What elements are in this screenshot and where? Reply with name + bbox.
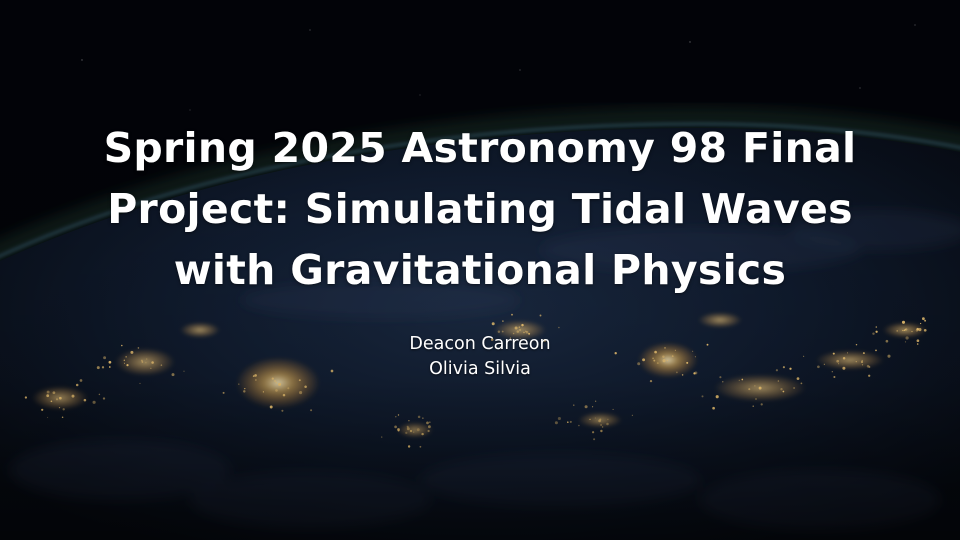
author-name: Olivia Silvia <box>429 359 531 379</box>
author-name: Deacon Carreon <box>409 334 551 354</box>
title-line-3: with Gravitational Physics <box>173 246 787 294</box>
author-list: Deacon Carreon Olivia Silvia <box>330 332 630 382</box>
slide-title: Spring 2025 Astronomy 98 Final Project: … <box>40 118 920 301</box>
title-line-1: Spring 2025 Astronomy 98 Final <box>103 124 857 172</box>
title-line-2: Project: Simulating Tidal Waves <box>107 185 853 233</box>
